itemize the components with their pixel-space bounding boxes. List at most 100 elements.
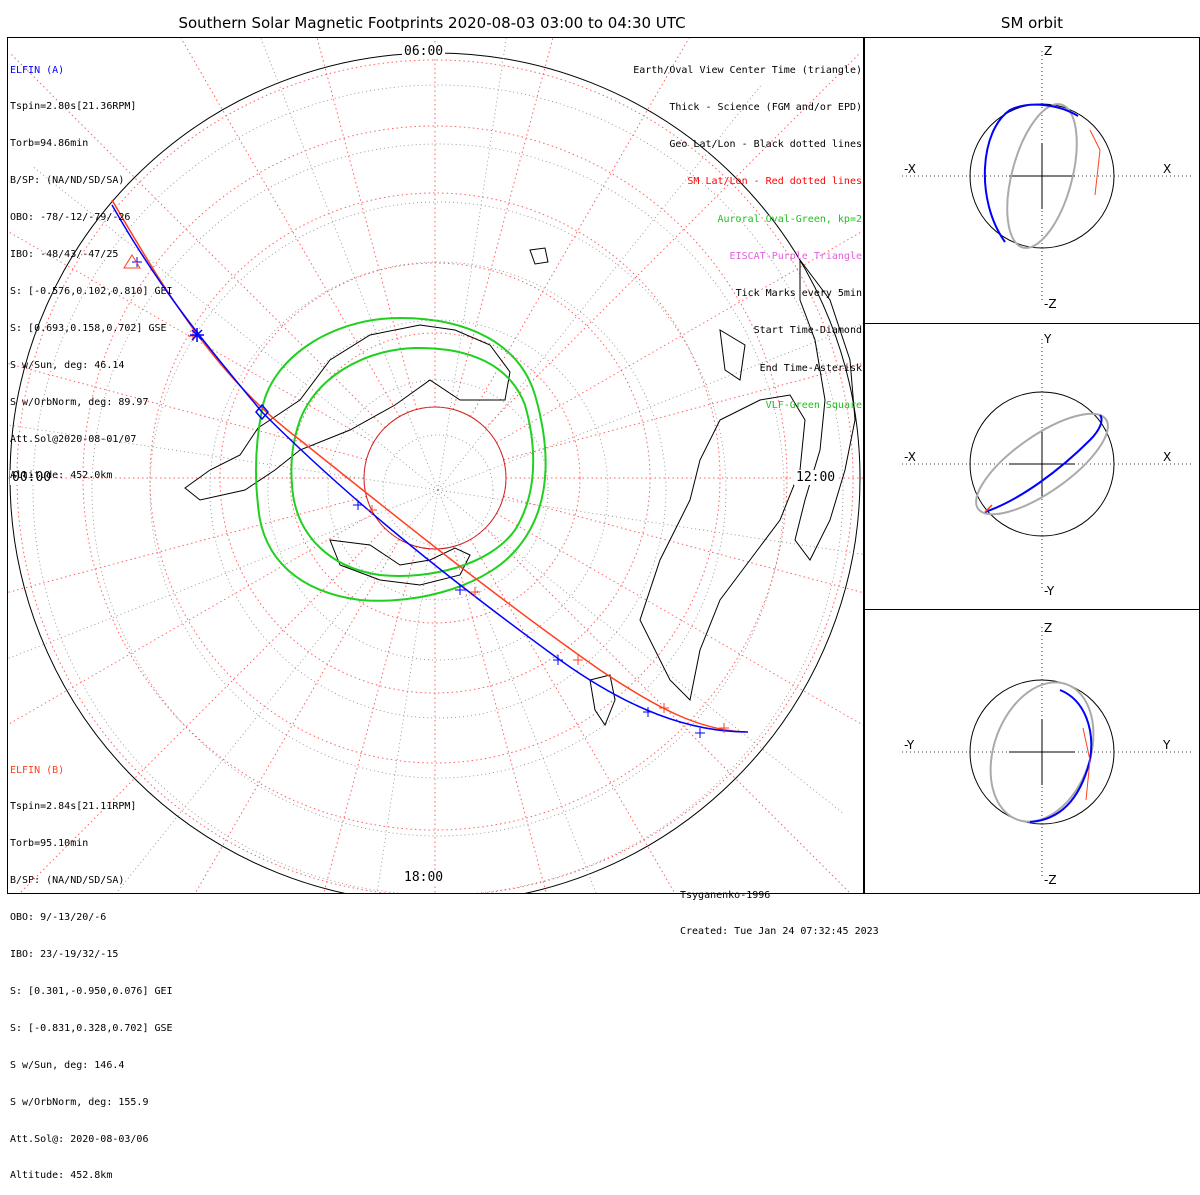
footprint-map [8,38,1192,893]
elfin-b-line: S w/Sun, deg: 146.4 [10,1059,125,1071]
legend-item: SM Lat/Lon - Red dotted lines [687,176,862,188]
elfin-b-line: S w/OrbNorm, deg: 155.9 [10,1096,149,1108]
geo-lon-line [437,489,863,555]
sm-lon-line [452,546,547,893]
orbit-path-b [984,504,993,513]
sm-lat-circle [149,192,721,764]
orbit-axis-label: -Y [904,738,915,752]
orbit-path-a [983,103,1079,243]
geo-lon-line [437,38,507,491]
orbit-axis-label: Z [1044,621,1053,635]
sm-lon-line [316,38,418,410]
geo-lon-line [115,489,439,893]
geo-lon-line [437,322,863,491]
sm-lon-line [484,527,851,893]
elfin-b-line: Altitude: 452.8km [10,1170,113,1182]
elfin-a-line: Altitude: 452.0km [10,470,113,482]
geo-lat-circle [327,379,549,601]
elfin-a-line: S w/OrbNorm, deg: 89.97 [10,396,149,408]
geo-lat-circle [209,261,667,719]
geo-lon-line [8,424,439,491]
orbit-axis-label: Y [1163,738,1171,752]
orbit-path-a [984,414,1103,513]
elfin-a-line: Tspin=2.80s[21.36RPM] [10,101,137,113]
legend-item: Auroral Oval-Green, kp=2 [717,213,863,225]
time-label-bottom: 18:00 [402,870,446,885]
sm-lon-line [8,495,367,593]
legend-item: Tick Marks every 5min [735,288,862,300]
orbit-path-b [1089,129,1101,196]
coastline [589,674,616,727]
orbit-axis-label: -Y [1044,584,1055,598]
sm-lon-line [194,539,400,893]
orbit-axis-label: -X [904,162,916,176]
legend: Earth/Oval View Center Time (triangle) T… [633,40,862,425]
auroral-oval-outer [254,316,547,602]
time-label-top: 06:00 [402,44,446,59]
legend-item: EISCAT-Purple Triangle [729,250,862,262]
chart-title: Southern Solar Magnetic Footprints 2020-… [178,14,686,32]
earth-circle [969,679,1115,825]
coastline [719,329,746,381]
orbit-title: SM orbit [1000,14,1064,32]
geo-lon-line [437,489,845,815]
elfin-a-line: OBO: -78/-12/-79/-26 [10,212,131,224]
orbit-axis-label: -Z [1044,297,1057,311]
orbit-axis-label: X [1163,162,1172,176]
elfin-b-info: ELFIN (B) Tspin=2.84s[21.11RPM] Torb=95.… [10,740,173,1195]
credit-model: Tsyganenko-1996 [680,890,771,901]
geo-lon-line [376,489,439,893]
geo-lon-line [31,165,439,491]
orbit-plot-1 [902,51,1192,301]
legend-item: Earth/Oval View Center Time (triangle) [633,64,862,76]
elfin-a-line: S: [0.693,0.158,0.702] GSE [10,322,167,334]
elfin-b-track [111,199,746,733]
orbit-axis-label: X [1163,450,1172,464]
orbit-axis-label: -X [904,450,916,464]
sm-pole-circle [363,406,507,550]
orbit-path-a [1029,689,1093,823]
elfin-b-line: IBO: 23/-19/32/-15 [10,949,119,961]
auroral-oval-inner [290,346,535,577]
time-label-right: 12:00 [794,470,838,485]
orbit-axis-label: Z [1044,44,1053,58]
coastline [794,258,856,561]
geo-lon-line [260,38,439,491]
geo-lon-line [437,83,763,491]
credit: Tsyganenko-1996 Created: Tue Jan 24 07:3… [680,866,879,950]
orbit-path-gray [1006,103,1078,249]
geo-lon-line [8,489,439,659]
elfin-a-start-diamond [255,403,269,421]
elfin-b-line: S: [-0.831,0.328,0.702] GSE [10,1022,173,1034]
legend-item: Geo Lat/Lon - Black dotted lines [669,139,862,151]
coastline [529,247,549,265]
elfin-b-line: Torb=95.10min [10,838,89,850]
geo-lat-circle [382,434,494,546]
elfin-a-line: B/SP: (NA/ND/SD/SA) [10,175,125,187]
orbit-path-gray [975,412,1109,516]
earth-circle [969,391,1115,537]
sm-lat-circle [289,332,581,624]
sm-lat-circle [82,125,788,831]
orbit-axis-label: -Z [1044,873,1057,887]
coastline [639,394,806,702]
sm-lon-line [8,513,374,726]
elfin-a-info: ELFIN (A) Tspin=2.80s[21.36RPM] Torb=94.… [10,40,173,495]
sm-lon-line [503,495,863,594]
coastline [329,539,471,586]
view-center-triangle [123,254,141,269]
elfin-a-line: Att.Sol@2020-08-01/07 [10,433,137,445]
orbit-axis-label: Y [1044,332,1052,346]
main-plot-frame [7,37,864,894]
elfin-b-line: Att.Sol@: 2020-08-03/06 [10,1133,149,1145]
elfin-b-line: Tspin=2.84s[21.11RPM] [10,801,137,813]
elfin-b-line: B/SP: (NA/ND/SD/SA) [10,875,125,887]
elfin-b-line: S: [0.301,-0.950,0.076] GEI [10,985,173,997]
elfin-b-line: OBO: 9/-13/20/-6 [10,912,107,924]
time-label-left: 00:00 [10,470,54,485]
geo-lon-line [437,489,597,893]
main-plot-group [8,38,863,893]
geo-lat-circle [149,201,727,779]
legend-item: VLF-Green Square [765,399,862,411]
elfin-a-line: IBO: -48/43/-47/25 [10,249,119,261]
